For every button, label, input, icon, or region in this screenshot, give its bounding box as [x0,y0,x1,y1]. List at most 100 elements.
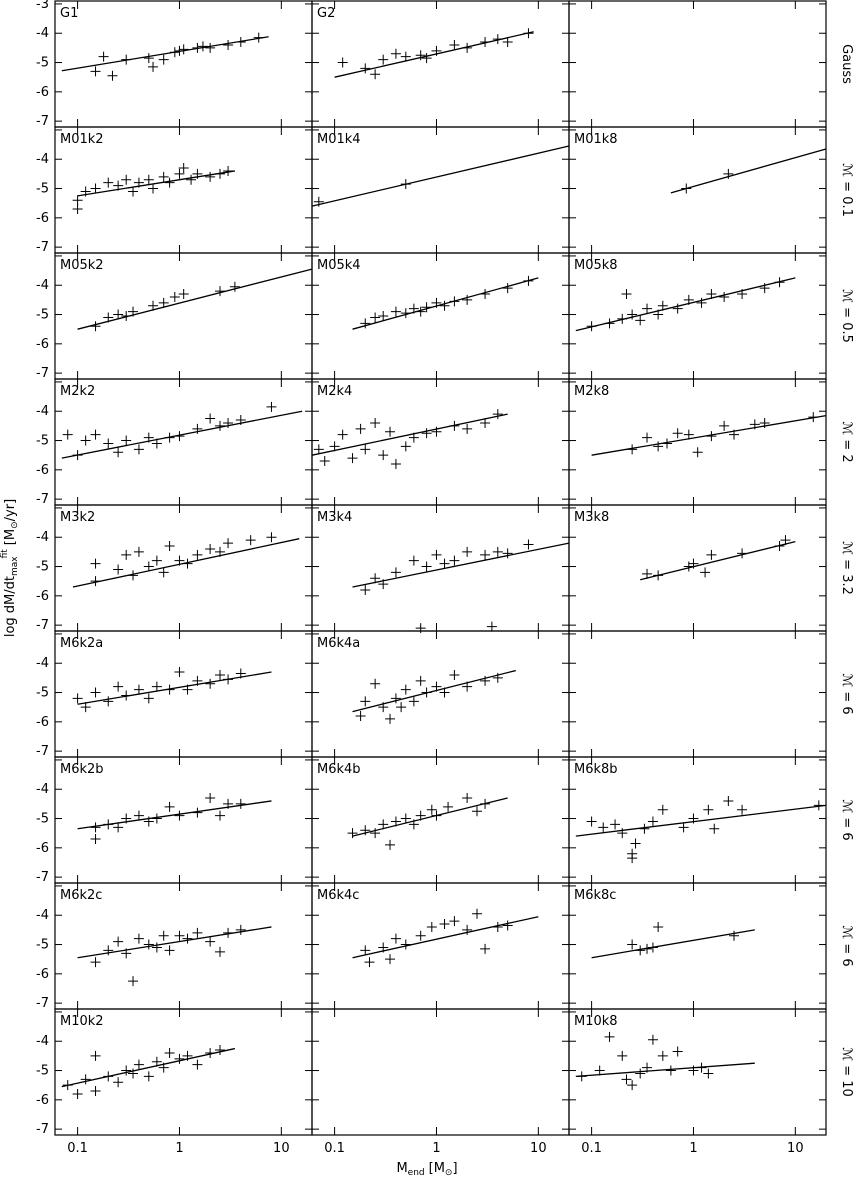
data-point [492,921,503,932]
data-point [143,432,154,443]
y-tick-label: -6 [36,967,49,982]
panel-frame [568,630,827,758]
data-point [627,444,638,455]
data-point [113,180,124,191]
data-point [164,1047,175,1058]
data-point [128,306,139,317]
panel-title: M6k8c [574,888,616,903]
row-label: ℳ = 6 [839,673,854,714]
data-point [774,277,785,288]
panel-title: M2k8 [574,384,609,399]
data-point [90,576,101,587]
data-point [415,675,426,686]
data-point [472,806,483,817]
data-point [164,684,175,695]
data-point [431,810,442,821]
data-point [151,1056,162,1067]
data-point [128,570,139,581]
data-point [439,558,450,569]
data-point [192,927,203,938]
y-tick-label: -7 [36,996,49,1011]
data-point [370,312,381,323]
data-point [158,567,169,578]
data-point [408,303,419,314]
data-point [385,713,396,724]
panel-title: M10k8 [574,1014,618,1029]
data-point [576,1071,587,1082]
data-point [653,309,664,320]
panel-frame [568,1008,827,1136]
data-point [103,312,114,323]
data-point [223,39,234,50]
data-point [621,289,632,300]
x-tick-label: 0.1 [324,1141,345,1156]
data-point [627,939,638,950]
data-point [174,45,185,56]
data-point [672,1046,683,1057]
data-point [192,1059,203,1070]
data-point [426,804,437,815]
data-point [192,423,203,434]
data-point [692,447,703,458]
data-point [706,549,717,560]
data-point [235,37,246,48]
fit-line [77,268,313,330]
data-point [408,696,419,707]
x-tick-label: 10 [273,1141,290,1156]
y-tick-label: -7 [36,618,49,633]
data-point [462,924,473,935]
data-point [223,165,234,176]
row-label: ℳ = 6 [839,925,854,966]
data-point [723,795,734,806]
data-point [683,561,694,572]
data-point [360,318,371,329]
data-point [133,444,144,455]
data-point [617,828,628,839]
data-point [103,177,114,188]
data-point [158,171,169,182]
data-point [672,428,683,439]
data-point [72,204,83,215]
data-point [215,546,226,557]
data-point [90,822,101,833]
data-point [439,300,450,311]
fit-line [334,31,534,78]
panel-title: M05k8 [574,258,618,273]
data-point [737,804,748,815]
data-point [642,943,653,954]
data-point [415,50,426,61]
panel-title: M6k4c [317,888,359,903]
data-point [266,401,277,412]
data-point [385,426,396,437]
data-point [502,920,513,931]
panel-title: M6k2b [60,762,104,777]
data-point [253,32,264,43]
data-point [390,693,401,704]
data-point [780,535,791,546]
data-point [215,946,226,957]
data-point [472,908,483,919]
data-point [121,690,132,701]
y-tick-label: -6 [36,841,49,856]
data-point [266,532,277,543]
data-point [121,174,132,185]
data-point [80,1074,91,1085]
data-point [223,798,234,809]
data-point [72,195,83,206]
data-point [103,696,114,707]
data-point [337,57,348,68]
fit-line [352,277,539,330]
data-point [449,39,460,50]
data-point [462,793,473,804]
data-point [492,409,503,420]
data-point [400,51,411,62]
data-point [360,945,371,956]
data-point [370,573,381,584]
data-point [360,584,371,595]
data-point [370,417,381,428]
data-point [647,1034,658,1045]
data-point [215,1045,226,1056]
y-tick-label: -6 [36,589,49,604]
data-point [148,61,159,72]
